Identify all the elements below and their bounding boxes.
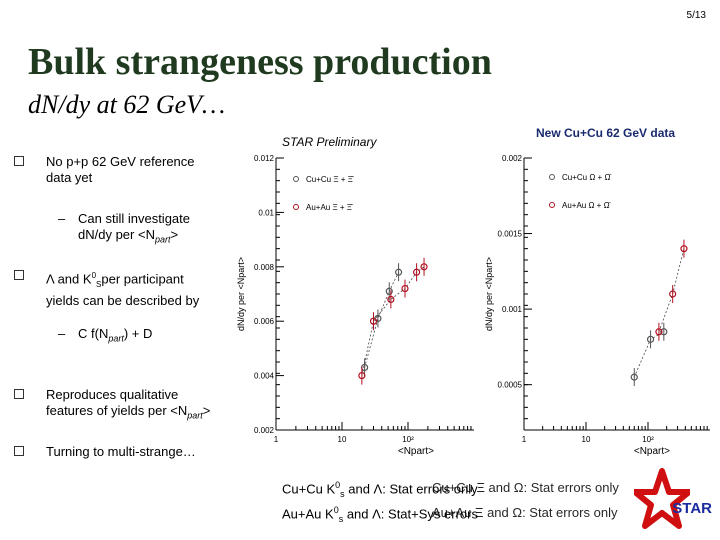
legend-marker xyxy=(293,176,299,182)
data-point xyxy=(660,328,668,336)
data-point xyxy=(394,268,403,276)
data-point xyxy=(420,263,428,271)
x-axis-label: <Npart> xyxy=(634,446,670,457)
sub-bullet-1: Can still investigate dN/dy per <Npart> xyxy=(78,211,190,245)
star-preliminary-label: STAR Preliminary xyxy=(282,135,377,149)
sub-bullet-dash-1: – xyxy=(58,211,66,226)
y-tick-label: 0.004 xyxy=(254,372,275,381)
bullet-box-3 xyxy=(14,387,24,403)
y-tick-label: 0.008 xyxy=(254,263,275,272)
y-tick-label: 0.002 xyxy=(254,426,275,435)
x-axis-label: <Npart> xyxy=(398,446,434,457)
y-tick-label: 0.012 xyxy=(254,154,275,163)
data-point xyxy=(669,290,677,298)
data-point xyxy=(401,284,409,293)
x-tick-label: 10 xyxy=(338,435,347,444)
x-tick-label: 10² xyxy=(402,435,414,444)
omega-chart: 0.0005 0.001 0.0015 0.002 1 10 10² dN/dy per <N… xyxy=(484,154,710,457)
note-cucu: Cu+Cu K0s and Λ: Stat errors only xyxy=(282,480,478,499)
data-point xyxy=(387,295,395,304)
legend-marker xyxy=(549,202,555,208)
data-point xyxy=(369,317,378,325)
bullet-1: No p+p 62 GeV reference data yet xyxy=(46,154,195,185)
trend-line xyxy=(361,266,425,376)
legend-marker xyxy=(293,204,299,210)
data-point xyxy=(413,268,421,276)
bullet-box-1 xyxy=(14,154,24,170)
legend-entry: Au+Au Ω + Ω̄ xyxy=(562,201,612,210)
bullet-box-2 xyxy=(14,268,24,284)
data-point xyxy=(358,372,366,380)
xi-chart: 0.002 0.004 0.006 0.008 0.01 0.012 1 10 10² dN/dy… xyxy=(236,154,474,457)
slide-subtitle: dN/dy at 62 GeV… xyxy=(28,90,226,119)
y-tick-label: 0.01 xyxy=(258,208,274,217)
bullet-3: Reproduces qualitative features of yields… xyxy=(46,387,211,421)
star-logo-icon xyxy=(634,468,690,529)
x-tick-label: 1 xyxy=(274,435,279,444)
legend-marker xyxy=(549,174,555,180)
x-tick-label: 10 xyxy=(582,435,591,444)
x-tick-label: 10² xyxy=(642,435,654,444)
data-point xyxy=(646,335,655,343)
y-tick-label: 0.002 xyxy=(502,154,523,163)
page-number: 5/13 xyxy=(686,10,706,21)
note-cucu-overlay: Cu+Cu Ξ and Ω: Stat errors only xyxy=(432,480,619,495)
star-logo-text: STAR xyxy=(672,500,712,517)
x-tick-label: 1 xyxy=(522,435,527,444)
legend-entry: Cu+Cu Ω + Ω̄ xyxy=(562,173,612,182)
y-axis-label: dN/dy per <Npart> xyxy=(484,257,494,331)
y-tick-label: 0.0005 xyxy=(498,381,523,390)
legend-entry: Cu+Cu Ξ + Ξ̄ xyxy=(306,175,355,184)
data-point xyxy=(385,287,393,295)
bullet-4: Turning to multi-strange… xyxy=(46,444,196,459)
data-point xyxy=(630,373,638,381)
sub-bullet-dash-2: – xyxy=(58,326,66,341)
trend-line xyxy=(658,248,685,332)
data-point xyxy=(680,245,688,253)
y-tick-label: 0.006 xyxy=(254,317,275,326)
slide-title: Bulk strangeness production xyxy=(28,41,492,83)
legend-entry: Au+Au Ξ + Ξ̄ xyxy=(306,203,354,212)
data-point xyxy=(655,328,663,336)
note-auau: Au+Au K0s and Λ: Stat+Sys errors xyxy=(282,505,478,524)
y-tick-label: 0.0015 xyxy=(498,230,523,239)
y-tick-label: 0.001 xyxy=(502,305,523,314)
bullet-2: Λ and K0Sper participant yields can be de… xyxy=(46,271,200,308)
new-data-label: New Cu+Cu 62 GeV data xyxy=(536,126,676,140)
y-axis-label: dN/dy per <Npart> xyxy=(236,257,246,331)
trend-line xyxy=(364,272,399,368)
bullet-box-4 xyxy=(14,444,24,460)
note-auau-overlay: Au+Au Ξ and Ω: Stat errors only xyxy=(432,505,618,520)
sub-bullet-2: C f(Npart) + D xyxy=(78,326,153,344)
